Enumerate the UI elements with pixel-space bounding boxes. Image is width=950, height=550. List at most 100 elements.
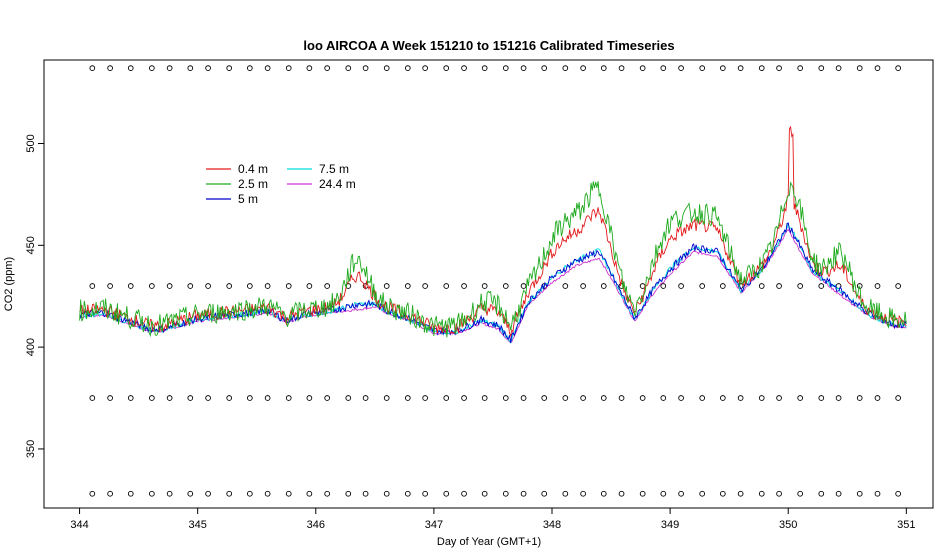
reference-point bbox=[362, 65, 369, 71]
reference-point bbox=[502, 490, 509, 497]
reference-point bbox=[187, 283, 194, 289]
reference-point bbox=[149, 65, 155, 71]
chart-title: loo AIRCOA A Week 151210 to 151216 Calib… bbox=[303, 38, 674, 53]
reference-point bbox=[562, 65, 569, 71]
reference-point bbox=[226, 395, 233, 401]
reference-point bbox=[383, 490, 390, 497]
reference-point bbox=[874, 65, 881, 71]
legend-label: 5 m bbox=[238, 192, 258, 206]
reference-point bbox=[520, 395, 527, 401]
reference-point bbox=[541, 395, 548, 401]
reference-point bbox=[205, 65, 211, 71]
reference-point bbox=[306, 283, 313, 289]
reference-point bbox=[856, 395, 863, 401]
reference-point bbox=[639, 65, 646, 71]
x-tick-label: 345 bbox=[188, 519, 206, 531]
y-axis: 350 400 450 500 bbox=[25, 134, 44, 458]
reference-point bbox=[362, 395, 369, 401]
reference-point bbox=[107, 395, 113, 401]
reference-point bbox=[856, 490, 863, 497]
reference-point bbox=[264, 395, 271, 401]
reference-point bbox=[285, 490, 292, 497]
reference-point bbox=[580, 283, 586, 289]
reference-point bbox=[600, 490, 607, 497]
reference-point bbox=[776, 395, 782, 401]
reference-point bbox=[856, 65, 863, 71]
reference-point bbox=[264, 283, 271, 289]
reference-point bbox=[699, 65, 706, 71]
reference-point bbox=[404, 65, 411, 71]
x-tick-label: 344 bbox=[70, 519, 88, 531]
reference-point bbox=[345, 490, 352, 497]
reference-point bbox=[324, 65, 331, 71]
reference-point bbox=[660, 65, 667, 71]
reference-point bbox=[895, 283, 901, 289]
reference-point bbox=[89, 283, 96, 289]
reference-point bbox=[580, 490, 586, 497]
reference-point bbox=[600, 65, 607, 71]
reference-point bbox=[166, 65, 173, 71]
reference-point bbox=[246, 283, 253, 289]
reference-point bbox=[226, 490, 233, 497]
reference-point bbox=[580, 395, 586, 401]
reference-point bbox=[324, 395, 331, 401]
reference-point bbox=[127, 283, 134, 289]
reference-point bbox=[874, 490, 881, 497]
reference-point bbox=[127, 65, 134, 71]
reference-point bbox=[818, 395, 825, 401]
reference-point bbox=[422, 65, 428, 71]
reference-point bbox=[306, 490, 313, 497]
reference-point bbox=[719, 490, 726, 497]
reference-point bbox=[818, 283, 825, 289]
legend-label: 0.4 m bbox=[238, 162, 268, 176]
reference-point bbox=[520, 490, 527, 497]
reference-point bbox=[737, 65, 744, 71]
x-tick-label: 350 bbox=[779, 519, 797, 531]
reference-point bbox=[660, 395, 667, 401]
legend: 0.4 m2.5 m5 m 7.5 m24.4 m bbox=[206, 162, 356, 206]
reference-point bbox=[422, 395, 428, 401]
reference-point bbox=[226, 283, 233, 289]
reference-point bbox=[264, 490, 271, 497]
reference-point bbox=[639, 395, 646, 401]
reference-point bbox=[618, 65, 625, 71]
reference-point bbox=[324, 490, 331, 497]
reference-point bbox=[226, 65, 233, 71]
reference-point bbox=[895, 65, 901, 71]
reference-point bbox=[660, 283, 667, 289]
reference-point bbox=[306, 395, 313, 401]
y-tick-label: 400 bbox=[25, 338, 37, 356]
x-tick-label: 348 bbox=[543, 519, 561, 531]
reference-point bbox=[895, 490, 901, 497]
reference-point bbox=[107, 65, 113, 71]
reference-point bbox=[699, 395, 706, 401]
reference-point bbox=[461, 283, 467, 289]
reference-point bbox=[345, 395, 352, 401]
reference-point bbox=[678, 490, 684, 497]
reference-point bbox=[618, 283, 625, 289]
y-tick-label: 450 bbox=[25, 236, 37, 254]
reference-point bbox=[205, 283, 211, 289]
reference-point bbox=[678, 395, 684, 401]
reference-point bbox=[285, 395, 292, 401]
reference-point bbox=[618, 395, 625, 401]
y-axis-label: CO2 (ppm) bbox=[3, 257, 15, 311]
reference-point bbox=[205, 490, 211, 497]
reference-point bbox=[541, 490, 548, 497]
x-axis: 344 345 346 347 348 349 350 351 bbox=[70, 508, 916, 531]
reference-point bbox=[797, 490, 804, 497]
reference-point bbox=[797, 395, 804, 401]
reference-point bbox=[719, 283, 726, 289]
reference-point bbox=[699, 490, 706, 497]
plot-frame bbox=[43, 59, 934, 509]
reference-point bbox=[600, 283, 607, 289]
reference-point bbox=[205, 395, 211, 401]
reference-point bbox=[246, 395, 253, 401]
reference-point bbox=[187, 65, 194, 71]
reference-point bbox=[797, 283, 804, 289]
reference-point bbox=[166, 283, 173, 289]
reference-point bbox=[580, 65, 586, 71]
reference-point bbox=[719, 395, 726, 401]
legend-label: 2.5 m bbox=[238, 177, 268, 191]
